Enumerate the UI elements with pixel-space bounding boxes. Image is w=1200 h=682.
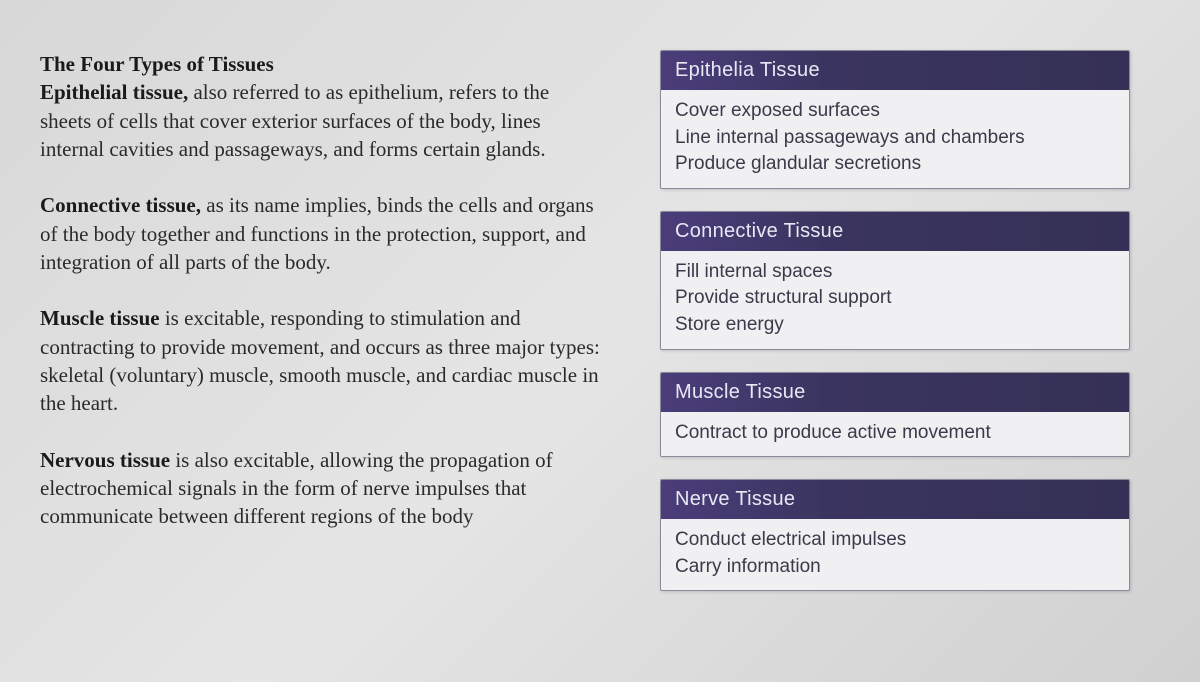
- card-muscle: Muscle Tissue Contract to produce active…: [660, 372, 1130, 458]
- text-column: The Four Types of Tissues Epithelial tis…: [40, 50, 600, 591]
- card-body-connective: Fill internal spaces Provide structural …: [661, 251, 1129, 349]
- nervous-paragraph: Nervous tissue is also excitable, allowi…: [40, 446, 600, 531]
- muscle-line-1: Contract to produce active movement: [675, 420, 1115, 447]
- muscle-paragraph: Muscle tissue is excitable, responding t…: [40, 304, 600, 417]
- card-header-connective: Connective Tissue: [661, 212, 1129, 251]
- card-connective: Connective Tissue Fill internal spaces P…: [660, 211, 1130, 350]
- card-body-epithelia: Cover exposed surfaces Line internal pas…: [661, 90, 1129, 188]
- connective-line-1: Fill internal spaces: [675, 259, 1115, 286]
- card-body-nerve: Conduct electrical impulses Carry inform…: [661, 519, 1129, 590]
- epithelia-line-1: Cover exposed surfaces: [675, 98, 1115, 125]
- card-header-nerve: Nerve Tissue: [661, 480, 1129, 519]
- connective-paragraph: Connective tissue, as its name implies, …: [40, 191, 600, 276]
- term-muscle: Muscle tissue: [40, 306, 160, 330]
- epithelia-line-3: Produce glandular secretions: [675, 151, 1115, 178]
- card-header-muscle: Muscle Tissue: [661, 373, 1129, 412]
- cards-column: Epithelia Tissue Cover exposed surfaces …: [660, 50, 1130, 591]
- connective-line-2: Provide structural support: [675, 285, 1115, 312]
- card-epithelia: Epithelia Tissue Cover exposed surfaces …: [660, 50, 1130, 189]
- nerve-line-2: Carry information: [675, 554, 1115, 581]
- card-header-epithelia: Epithelia Tissue: [661, 51, 1129, 90]
- page-heading: The Four Types of Tissues: [40, 52, 274, 76]
- nerve-line-1: Conduct electrical impulses: [675, 527, 1115, 554]
- connective-line-3: Store energy: [675, 312, 1115, 339]
- epithelia-line-2: Line internal passageways and chambers: [675, 125, 1115, 152]
- term-connective: Connective tissue,: [40, 193, 201, 217]
- slide-content: The Four Types of Tissues Epithelial tis…: [0, 0, 1200, 621]
- intro-paragraph: The Four Types of Tissues Epithelial tis…: [40, 50, 600, 163]
- card-nerve: Nerve Tissue Conduct electrical impulses…: [660, 479, 1130, 591]
- card-body-muscle: Contract to produce active movement: [661, 412, 1129, 457]
- term-nervous: Nervous tissue: [40, 448, 170, 472]
- term-epithelial: Epithelial tissue,: [40, 80, 188, 104]
